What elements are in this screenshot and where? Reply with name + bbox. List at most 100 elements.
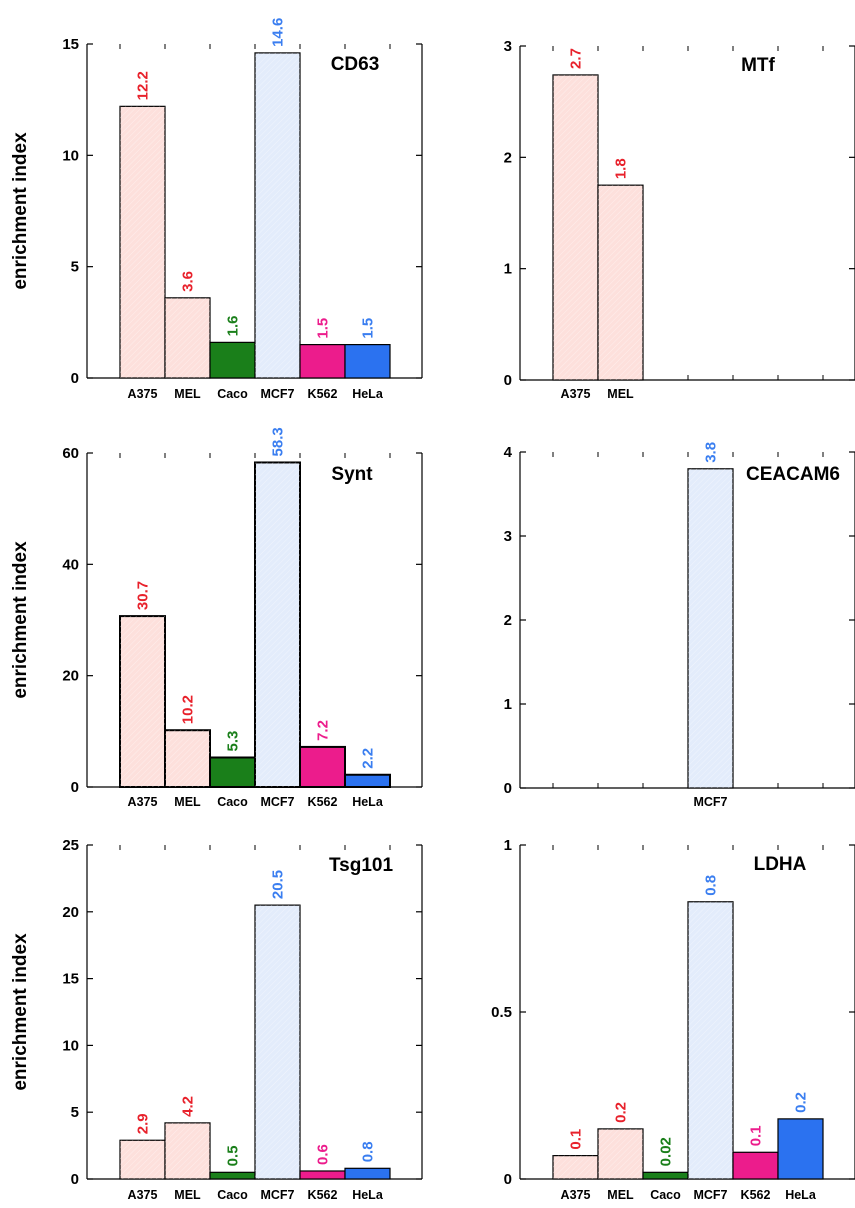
panel-title: CEACAM6 xyxy=(746,464,840,485)
bar-hatch xyxy=(688,468,733,788)
bar-hatch xyxy=(553,74,598,381)
x-tick-label: MEL xyxy=(607,1188,634,1202)
bar-hatch xyxy=(165,730,210,787)
bar-hatch xyxy=(120,616,165,787)
y-tick-label: 15 xyxy=(62,971,79,988)
x-tick-label: MEL xyxy=(174,1188,201,1202)
bar-hela xyxy=(344,773,391,789)
x-tick-label: MEL xyxy=(607,387,634,401)
panel-title: Tsg101 xyxy=(329,855,394,876)
y-tick-label: 2 xyxy=(504,149,512,166)
bar-hatch xyxy=(598,185,643,380)
x-tick-label: Caco xyxy=(217,387,248,401)
data-label: 0.2 xyxy=(613,1102,630,1123)
y-tick-label: 1 xyxy=(504,696,512,713)
x-tick-label: MCF7 xyxy=(260,1188,294,1202)
data-label: 30.7 xyxy=(135,581,152,610)
data-label: 0.5 xyxy=(225,1145,242,1166)
bar-hatch xyxy=(165,1122,210,1179)
bar-hatch xyxy=(255,905,300,1179)
data-label: 1.8 xyxy=(613,158,630,179)
bar-hatch xyxy=(165,297,210,378)
data-label: 58.3 xyxy=(270,427,287,456)
bar-k562 xyxy=(732,1151,779,1180)
data-label: 20.5 xyxy=(270,870,287,899)
data-label: 7.2 xyxy=(315,720,332,741)
data-label: 1.5 xyxy=(360,318,377,339)
data-label: 10.2 xyxy=(180,695,197,724)
data-label: 0.8 xyxy=(360,1141,377,1162)
x-tick-label: K562 xyxy=(308,387,338,401)
x-tick-label: A375 xyxy=(561,1188,591,1202)
bar-k562 xyxy=(299,1170,346,1180)
y-axis-label: enrichment index xyxy=(10,132,31,290)
data-label: 2.2 xyxy=(360,748,377,769)
x-tick-label: HeLa xyxy=(352,795,384,809)
panel-title: CD63 xyxy=(331,54,380,75)
bar-k562 xyxy=(299,344,346,379)
x-tick-label: HeLa xyxy=(352,1188,384,1202)
y-tick-label: 0 xyxy=(71,370,79,387)
y-tick-label: 10 xyxy=(62,1037,79,1054)
y-tick-label: 20 xyxy=(62,904,79,921)
panel-mtf: 0 1 2 3 2.7 1.8 A375 MEL MTf xyxy=(504,38,855,401)
data-label: 0.02 xyxy=(658,1137,675,1166)
y-tick-label: 5 xyxy=(71,259,79,276)
bar-hatch xyxy=(553,1155,598,1179)
data-label: 0.8 xyxy=(703,875,720,896)
y-tick-label: 3 xyxy=(504,38,512,55)
y-tick-label: 0 xyxy=(504,780,512,797)
bar-hatch xyxy=(255,462,300,787)
data-label: 2.9 xyxy=(135,1113,152,1134)
y-tick-label: 0 xyxy=(504,1171,512,1188)
y-tick-label: 15 xyxy=(62,36,79,53)
bar-caco xyxy=(209,1171,256,1180)
bar-hatch xyxy=(598,1128,643,1179)
panel-ceacam6: 0 1 2 3 4 3.8 MCF7 CEACAM6 xyxy=(504,442,855,809)
x-tick-label: A375 xyxy=(128,1188,158,1202)
x-tick-label: A375 xyxy=(561,387,591,401)
y-tick-label: 2 xyxy=(504,612,512,629)
panel-title: LDHA xyxy=(754,854,807,875)
panel-tsg101: 0 5 10 15 20 25 2.9 4.2 0.5 20.5 0.6 0.8 A375 MEL Caco… xyxy=(10,837,423,1202)
x-tick-label: HeLa xyxy=(352,387,384,401)
y-tick-label: 10 xyxy=(62,147,79,164)
data-label: 5.3 xyxy=(225,731,242,752)
x-tick-label: MCF7 xyxy=(260,795,294,809)
panel-title: MTf xyxy=(741,55,775,76)
y-axis-label: enrichment index xyxy=(10,541,31,699)
y-tick-label: 20 xyxy=(62,668,79,685)
y-tick-label: 4 xyxy=(504,444,513,461)
data-label: 4.2 xyxy=(180,1096,197,1117)
panel-title: Synt xyxy=(331,464,373,485)
bar-hatch xyxy=(255,52,300,378)
x-tick-label: MEL xyxy=(174,387,201,401)
y-tick-label: 0 xyxy=(71,779,79,796)
x-tick-label: MCF7 xyxy=(693,1188,727,1202)
x-tick-label: MCF7 xyxy=(693,795,727,809)
y-tick-label: 60 xyxy=(62,445,79,462)
bar-k562 xyxy=(299,745,346,788)
data-label: 3.8 xyxy=(703,442,720,463)
bar-caco xyxy=(209,341,256,379)
panel-cd63: 0 5 10 15 12.2 3.6 1.6 14.6 1.5 1.5 A375 MEL Caco MCF… xyxy=(10,18,423,401)
x-tick-label: K562 xyxy=(308,795,338,809)
y-tick-label: 3 xyxy=(504,528,512,545)
y-tick-label: 0.5 xyxy=(491,1004,512,1021)
data-label: 12.2 xyxy=(135,71,152,100)
x-tick-label: K562 xyxy=(741,1188,771,1202)
x-tick-label: Caco xyxy=(217,795,248,809)
y-tick-label: 40 xyxy=(62,556,79,573)
data-label: 0.6 xyxy=(315,1144,332,1165)
bar-hela xyxy=(777,1118,824,1180)
y-tick-label: 0 xyxy=(504,372,512,389)
bar-caco xyxy=(209,756,256,788)
y-tick-label: 25 xyxy=(62,837,79,854)
bar-hela xyxy=(344,1167,391,1180)
data-label: 1.5 xyxy=(315,318,332,339)
y-axis-label: enrichment index xyxy=(10,933,31,1091)
x-tick-label: Caco xyxy=(217,1188,248,1202)
panel-synt: 0 20 40 60 30.7 10.2 5.3 58.3 7.2 2.2 A375 MEL Caco M… xyxy=(10,427,423,809)
data-label: 0.1 xyxy=(748,1125,765,1146)
